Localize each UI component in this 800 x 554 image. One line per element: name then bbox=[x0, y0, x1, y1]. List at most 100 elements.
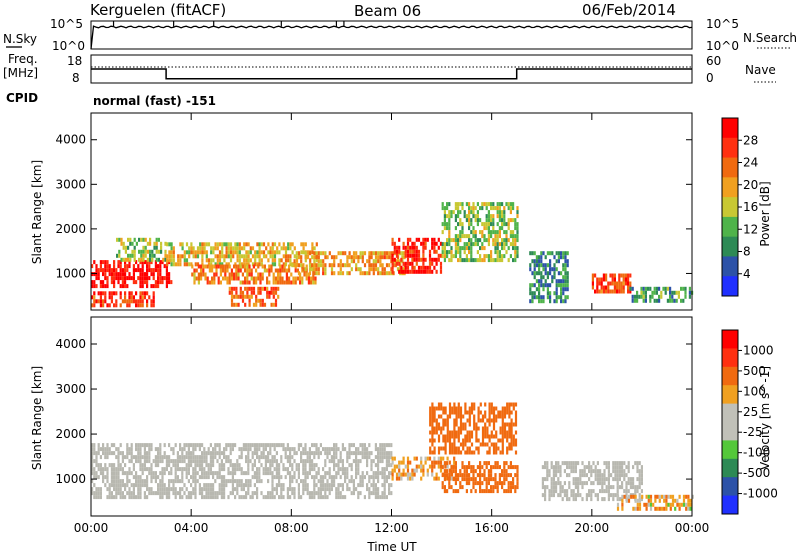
heatmap-cell bbox=[176, 459, 179, 464]
heatmap-cell bbox=[501, 418, 504, 423]
heatmap-cell bbox=[550, 489, 553, 494]
heatmap-cell bbox=[245, 471, 248, 476]
heatmap-cell bbox=[210, 262, 213, 267]
heatmap-cell bbox=[457, 246, 460, 251]
heatmap-cell bbox=[227, 443, 230, 448]
heatmap-cell bbox=[446, 489, 449, 494]
heatmap-cell bbox=[137, 276, 140, 281]
heatmap-cell bbox=[501, 218, 504, 223]
heatmap-cell bbox=[443, 214, 446, 219]
heatmap-cell bbox=[121, 467, 124, 472]
heatmap-cell bbox=[428, 456, 432, 461]
heatmap-cell bbox=[516, 230, 519, 235]
heatmap-cell bbox=[284, 250, 288, 255]
heatmap-cell bbox=[290, 272, 293, 277]
heatmap-cell bbox=[326, 451, 329, 456]
heatmap-cell bbox=[607, 481, 610, 486]
heatmap-cell bbox=[429, 430, 432, 435]
heatmap-cell bbox=[581, 469, 584, 474]
heatmap-cell bbox=[161, 467, 164, 472]
heatmap-cell bbox=[366, 455, 369, 460]
heatmap-cell bbox=[649, 506, 653, 511]
heatmap-cell bbox=[209, 467, 212, 472]
heatmap-cell bbox=[671, 502, 675, 507]
heatmap-cell bbox=[385, 255, 389, 260]
heatmap-cell bbox=[117, 491, 120, 496]
heatmap-cell bbox=[346, 263, 349, 268]
heatmap-cell bbox=[313, 463, 316, 468]
heatmap-cell bbox=[201, 463, 204, 468]
heatmap-cell bbox=[377, 495, 380, 500]
heatmap-cell bbox=[311, 443, 314, 448]
heatmap-cell bbox=[124, 495, 127, 500]
heatmap-cell bbox=[483, 258, 486, 263]
heatmap-cell bbox=[581, 461, 584, 466]
heatmap-cell bbox=[168, 479, 171, 484]
heatmap-cell bbox=[253, 491, 256, 496]
heatmap-cell bbox=[464, 442, 467, 447]
heatmap-cell bbox=[481, 230, 484, 235]
heatmap-cell bbox=[271, 455, 274, 460]
heatmap-cell bbox=[218, 262, 222, 267]
heatmap-cell bbox=[428, 261, 432, 266]
heatmap-cell bbox=[388, 459, 391, 464]
heatmap-cell bbox=[621, 481, 624, 486]
heatmap-cell bbox=[470, 450, 474, 455]
heatmap-cell bbox=[229, 242, 233, 247]
heatmap-cell bbox=[494, 485, 497, 490]
heatmap-cell bbox=[594, 289, 597, 294]
heatmap-cell bbox=[498, 473, 501, 478]
heatmap-cell bbox=[461, 202, 464, 207]
heatmap-cell bbox=[470, 477, 473, 482]
heatmap-cell bbox=[495, 450, 498, 455]
heatmap-cell bbox=[562, 267, 565, 272]
heatmap-cell bbox=[444, 410, 447, 415]
heatmap-cell bbox=[243, 258, 246, 263]
heatmap-cell bbox=[492, 414, 496, 419]
x-tick-label: 00:00 bbox=[675, 521, 710, 535]
heatmap-cell bbox=[257, 272, 260, 277]
heatmap-cell bbox=[143, 455, 146, 460]
heatmap-cell bbox=[236, 242, 239, 247]
heatmap-cell bbox=[355, 467, 358, 472]
heatmap-cell bbox=[470, 465, 473, 470]
heatmap-cell bbox=[163, 467, 166, 472]
heatmap-cell bbox=[422, 468, 425, 473]
heatmap-cell bbox=[490, 418, 493, 423]
heatmap-cell bbox=[248, 268, 251, 273]
heatmap-cell bbox=[168, 483, 171, 488]
heatmap-cell bbox=[217, 264, 220, 269]
heatmap-cell bbox=[391, 241, 394, 246]
heatmap-cell bbox=[212, 246, 215, 251]
heatmap-cell bbox=[205, 483, 208, 488]
heatmap-cell bbox=[235, 302, 238, 307]
heatmap-cell bbox=[487, 202, 490, 207]
heatmap-cell bbox=[492, 477, 495, 482]
heatmap-cell bbox=[496, 489, 499, 494]
heatmap-cell bbox=[168, 459, 171, 464]
heatmap-cell bbox=[636, 298, 639, 303]
heatmap-cell bbox=[535, 295, 538, 300]
heatmap-cell bbox=[625, 473, 628, 478]
heatmap-cell bbox=[377, 467, 380, 472]
heatmap-cell bbox=[592, 481, 595, 486]
heatmap-cell bbox=[649, 494, 653, 499]
heatmap-cell bbox=[544, 493, 547, 498]
heatmap-cell bbox=[222, 268, 225, 273]
heatmap-cell bbox=[383, 479, 386, 484]
heatmap-cell bbox=[357, 463, 360, 468]
heatmap-cell bbox=[121, 280, 124, 285]
heatmap-cell bbox=[470, 206, 473, 211]
heatmap-cell bbox=[247, 471, 250, 476]
heatmap-cell bbox=[139, 291, 142, 296]
heatmap-cell bbox=[454, 465, 457, 470]
heatmap-cell bbox=[146, 455, 149, 460]
heatmap-cell bbox=[441, 473, 444, 478]
heatmap-cell bbox=[236, 483, 239, 488]
heatmap-cell bbox=[146, 249, 149, 254]
heatmap-cell bbox=[104, 272, 107, 277]
heatmap-cell bbox=[560, 283, 563, 288]
heatmap-cell bbox=[297, 487, 300, 492]
heatmap-cell bbox=[346, 259, 349, 264]
heatmap-cell bbox=[431, 269, 434, 274]
